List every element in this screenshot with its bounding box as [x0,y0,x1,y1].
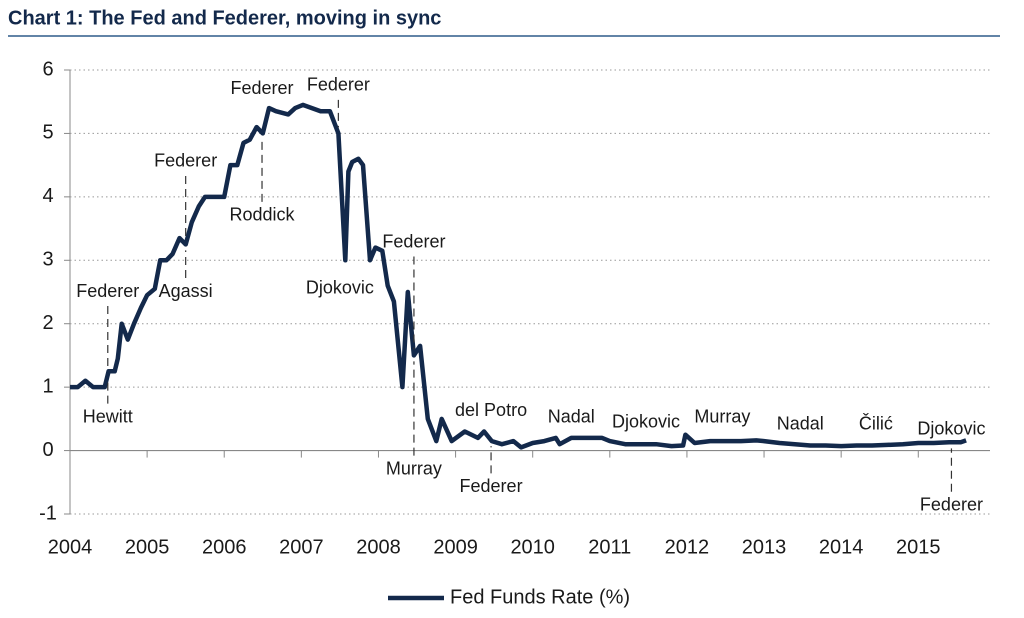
annotation: del Potro [455,400,527,420]
annotation: Čilić [859,412,893,433]
y-tick-label: 4 [42,185,53,207]
x-tick-label: 2005 [125,536,170,558]
x-tick-label: 2014 [819,536,864,558]
x-tick-label: 2011 [588,536,631,558]
x-tick-label: 2012 [665,536,710,558]
annotation: Murray [386,458,442,478]
annotation: Hewitt [83,406,133,426]
x-tick-label: 2008 [356,536,401,558]
annotation: Murray [694,406,750,426]
x-tick-label: 2010 [510,536,555,558]
annotation: Federer [76,281,139,301]
annotation: Djokovic [306,278,374,298]
y-tick-label: -1 [39,502,57,524]
x-tick-label: 2004 [48,536,93,558]
annotation: Federer [231,78,294,98]
y-tick-label: 3 [42,249,53,271]
annotation: Nadal [548,406,595,426]
annotation: Djokovic [917,418,985,438]
y-tick-label: 2 [42,312,53,334]
series-line [70,102,967,450]
x-tick-label: 2015 [896,536,941,558]
annotation: Federer [460,476,523,496]
annotation: Federer [382,231,445,251]
x-tick-label: 2006 [202,536,247,558]
annotation: Nadal [777,413,824,433]
y-tick-label: 6 [42,58,53,80]
annotation: Roddick [230,205,296,225]
y-tick-label: 5 [42,122,53,144]
chart-title: Chart 1: The Fed and Federer, moving in … [8,7,441,29]
x-tick-label: 2013 [742,536,787,558]
annotation: Federer [307,75,370,95]
annotation: Federer [154,151,217,171]
y-tick-label: 0 [42,439,53,461]
x-tick-label: 2007 [279,536,324,558]
annotation: Djokovic [612,411,680,431]
y-tick-label: 1 [42,375,53,397]
annotation: Agassi [159,281,213,301]
annotation: Federer [920,495,983,515]
x-tick-label: 2009 [433,536,478,558]
legend-label: Fed Funds Rate (%) [450,586,630,608]
